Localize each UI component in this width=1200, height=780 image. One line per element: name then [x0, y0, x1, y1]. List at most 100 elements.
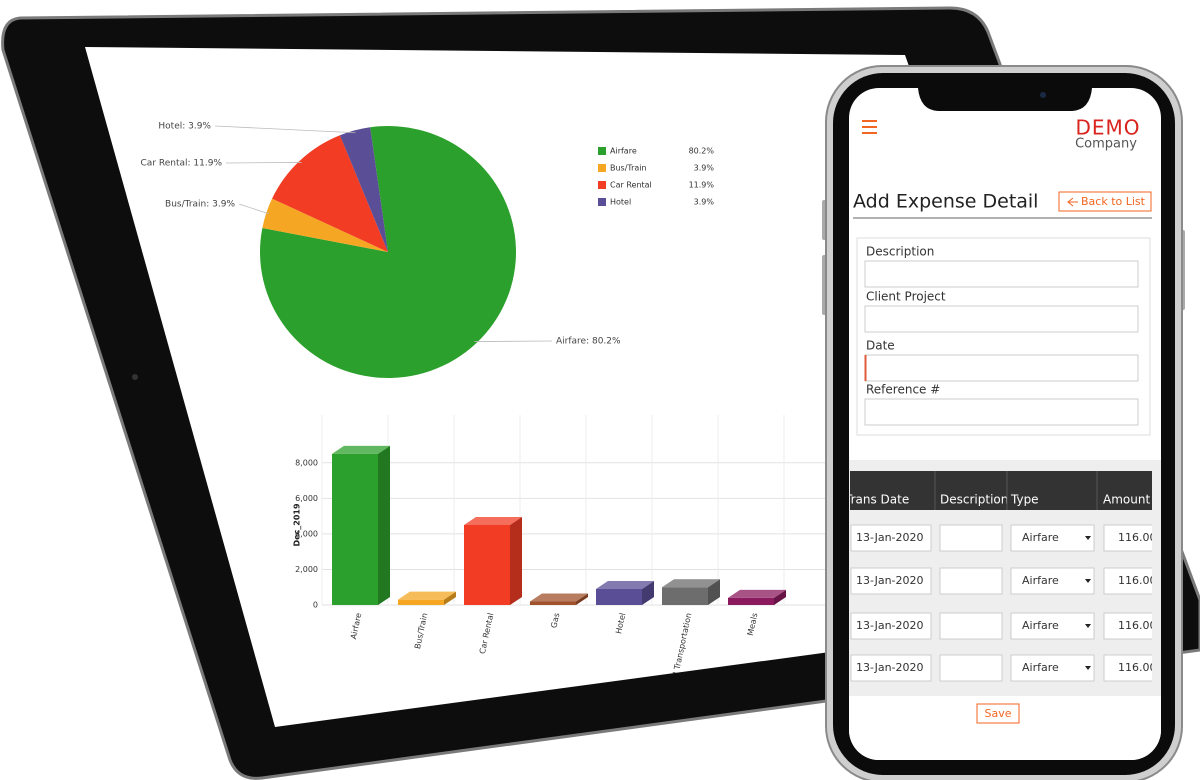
amount-value: 116.00 [1118, 619, 1157, 632]
bar-side-shade [774, 589, 786, 605]
bar [596, 589, 642, 605]
text-input[interactable] [864, 398, 1139, 426]
amount-input[interactable] [1103, 567, 1164, 595]
date-value: 13-Jan-2020 [856, 619, 924, 632]
y-tick-label: 6,000 [295, 494, 318, 503]
amount-input[interactable] [1103, 612, 1164, 640]
back-button-label: Back to List [1081, 195, 1146, 208]
save-button[interactable] [976, 703, 1020, 724]
date-input[interactable] [850, 612, 932, 640]
bar-top [728, 589, 786, 598]
bar-side [774, 589, 786, 605]
field-label: Reference # [866, 383, 940, 397]
amount-value: 116.00 [1118, 531, 1157, 544]
amount-input[interactable] [1103, 654, 1164, 682]
amount-input[interactable] [1103, 524, 1164, 552]
field-label: Description [866, 245, 934, 259]
type-select[interactable] [1010, 612, 1095, 640]
description-input[interactable] [939, 654, 1003, 682]
bar-top [464, 517, 522, 525]
y-tick-label: 4,000 [295, 529, 318, 538]
bar-top-shade [728, 589, 786, 598]
callout-label: Hotel: 3.9% [158, 122, 211, 132]
date-value: 13-Jan-2020 [856, 661, 924, 674]
legend-value: 3.9% [694, 198, 715, 207]
callout-line [225, 162, 302, 164]
callout-line [238, 203, 269, 215]
select-arrow [1085, 536, 1091, 540]
pie-slice [272, 135, 388, 252]
type-select[interactable] [1010, 524, 1095, 552]
type-value: Airfare [1022, 531, 1059, 544]
save-button-label: Save [984, 707, 1011, 720]
bar-side [378, 445, 390, 605]
type-value: Airfare [1022, 619, 1059, 632]
bar [464, 525, 510, 605]
amount-value: 116.00 [1118, 661, 1157, 674]
type-select[interactable] [1010, 567, 1095, 595]
x-tick-label: Gas [549, 612, 561, 629]
phone-notch [918, 88, 1092, 111]
bar [728, 597, 774, 605]
bar-top-shade [398, 591, 456, 600]
type-value: Airfare [1022, 661, 1059, 674]
bar-top [530, 593, 588, 602]
bar-side-shade [576, 593, 588, 605]
legend-value: 11.9% [689, 181, 715, 190]
bar [332, 453, 378, 605]
bar [530, 601, 576, 605]
bar-top [332, 445, 390, 454]
callout-line [214, 125, 356, 134]
field-label: Client Project [866, 290, 946, 304]
column-header: Description [940, 493, 1008, 507]
bar-side [444, 591, 456, 605]
legend-swatch [598, 164, 606, 172]
legend-value: 80.2% [689, 147, 715, 156]
bar-top [398, 591, 456, 600]
text-input[interactable] [864, 354, 1139, 382]
bar-top-shade [332, 445, 390, 454]
legend-label: Hotel [610, 198, 631, 207]
date-input[interactable] [850, 524, 932, 552]
bar [662, 587, 708, 605]
bar-side [576, 593, 588, 605]
description-input[interactable] [939, 612, 1003, 640]
phone-content: DEMO Company Add Expense Detail Back to … [849, 116, 1164, 760]
bar-top-shade [596, 581, 654, 589]
select-arrow [1085, 666, 1091, 670]
bar-top-shade [530, 593, 588, 602]
text-input[interactable] [864, 260, 1139, 288]
logo-sub: Company [1075, 137, 1137, 152]
text-input[interactable] [864, 305, 1139, 333]
column-header: Amount [1103, 493, 1150, 507]
legend-value: 3.9% [694, 164, 715, 173]
type-select[interactable] [1010, 654, 1095, 682]
date-input[interactable] [850, 654, 932, 682]
back-icon [1067, 197, 1078, 207]
y-tick-label: 2,000 [295, 565, 318, 574]
tablet-camera [132, 374, 138, 380]
callout-label: Car Rental: 11.9% [141, 159, 223, 169]
callout-label: Bus/Train: 3.9% [165, 200, 235, 210]
y-tick-label: 0 [313, 601, 318, 610]
back-button[interactable] [1058, 191, 1152, 212]
callout-label: Airfare: 80.2% [556, 337, 621, 347]
legend-swatch [598, 181, 606, 189]
date-value: 13-Jan-2020 [856, 574, 924, 587]
bar-top-shade [662, 579, 720, 588]
legend-label: Car Rental [610, 181, 652, 190]
page-title: Add Expense Detail [853, 191, 1038, 213]
legend-swatch [598, 147, 606, 155]
bar-top [662, 579, 720, 588]
pie-slice [262, 198, 388, 252]
description-input[interactable] [939, 567, 1003, 595]
description-input[interactable] [939, 524, 1003, 552]
bar-side-shade [708, 579, 720, 605]
phone-camera [1040, 92, 1046, 98]
tablet-content: Airfare: 80.2% Airfare 80.2% Bus/Train: 3.9… [141, 122, 1000, 693]
amount-value: 116.00 [1118, 574, 1157, 587]
legend-label: Airfare [610, 147, 637, 156]
date-input[interactable] [850, 567, 932, 595]
